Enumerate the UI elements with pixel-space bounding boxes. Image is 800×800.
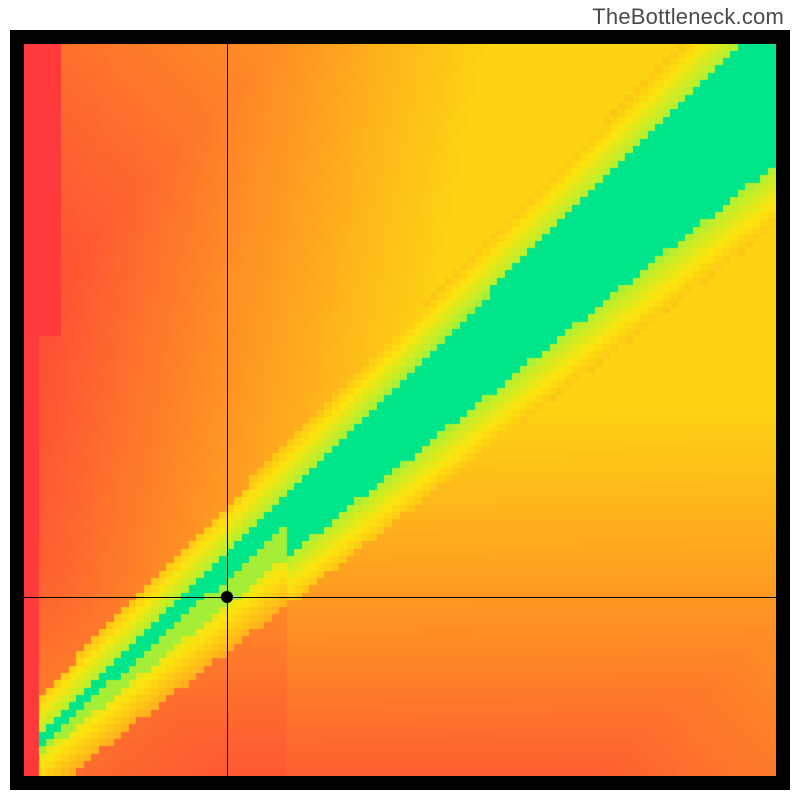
heatmap-canvas (24, 44, 776, 776)
watermark-text: TheBottleneck.com (592, 4, 784, 30)
crosshair-marker (221, 591, 233, 603)
crosshair-horizontal (24, 597, 776, 598)
crosshair-vertical (227, 44, 228, 776)
chart-frame (10, 30, 790, 790)
